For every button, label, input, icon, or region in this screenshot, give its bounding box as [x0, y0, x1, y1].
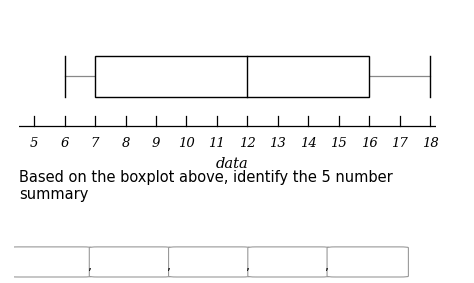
Text: 9: 9	[152, 137, 160, 150]
Text: 17: 17	[391, 137, 408, 150]
Text: 13: 13	[269, 137, 286, 150]
FancyBboxPatch shape	[248, 247, 329, 277]
Text: 6: 6	[61, 137, 69, 150]
Text: 5: 5	[30, 137, 38, 150]
Text: ,: ,	[325, 260, 329, 273]
Text: 12: 12	[239, 137, 255, 150]
Text: ,: ,	[246, 260, 250, 273]
Text: 15: 15	[330, 137, 347, 150]
Text: ,: ,	[167, 260, 171, 273]
Text: 14: 14	[300, 137, 317, 150]
FancyBboxPatch shape	[327, 247, 409, 277]
Text: 10: 10	[178, 137, 195, 150]
Bar	[95, 56, 369, 97]
Text: 11: 11	[209, 137, 225, 150]
Text: 16: 16	[361, 137, 377, 150]
Text: 18: 18	[421, 137, 438, 150]
FancyBboxPatch shape	[169, 247, 250, 277]
Text: data: data	[216, 157, 248, 171]
Text: 8: 8	[121, 137, 130, 150]
FancyBboxPatch shape	[10, 247, 91, 277]
FancyBboxPatch shape	[89, 247, 171, 277]
Text: ,: ,	[88, 260, 91, 273]
Text: 7: 7	[91, 137, 99, 150]
Text: Based on the boxplot above, identify the 5 number
summary: Based on the boxplot above, identify the…	[19, 170, 393, 202]
